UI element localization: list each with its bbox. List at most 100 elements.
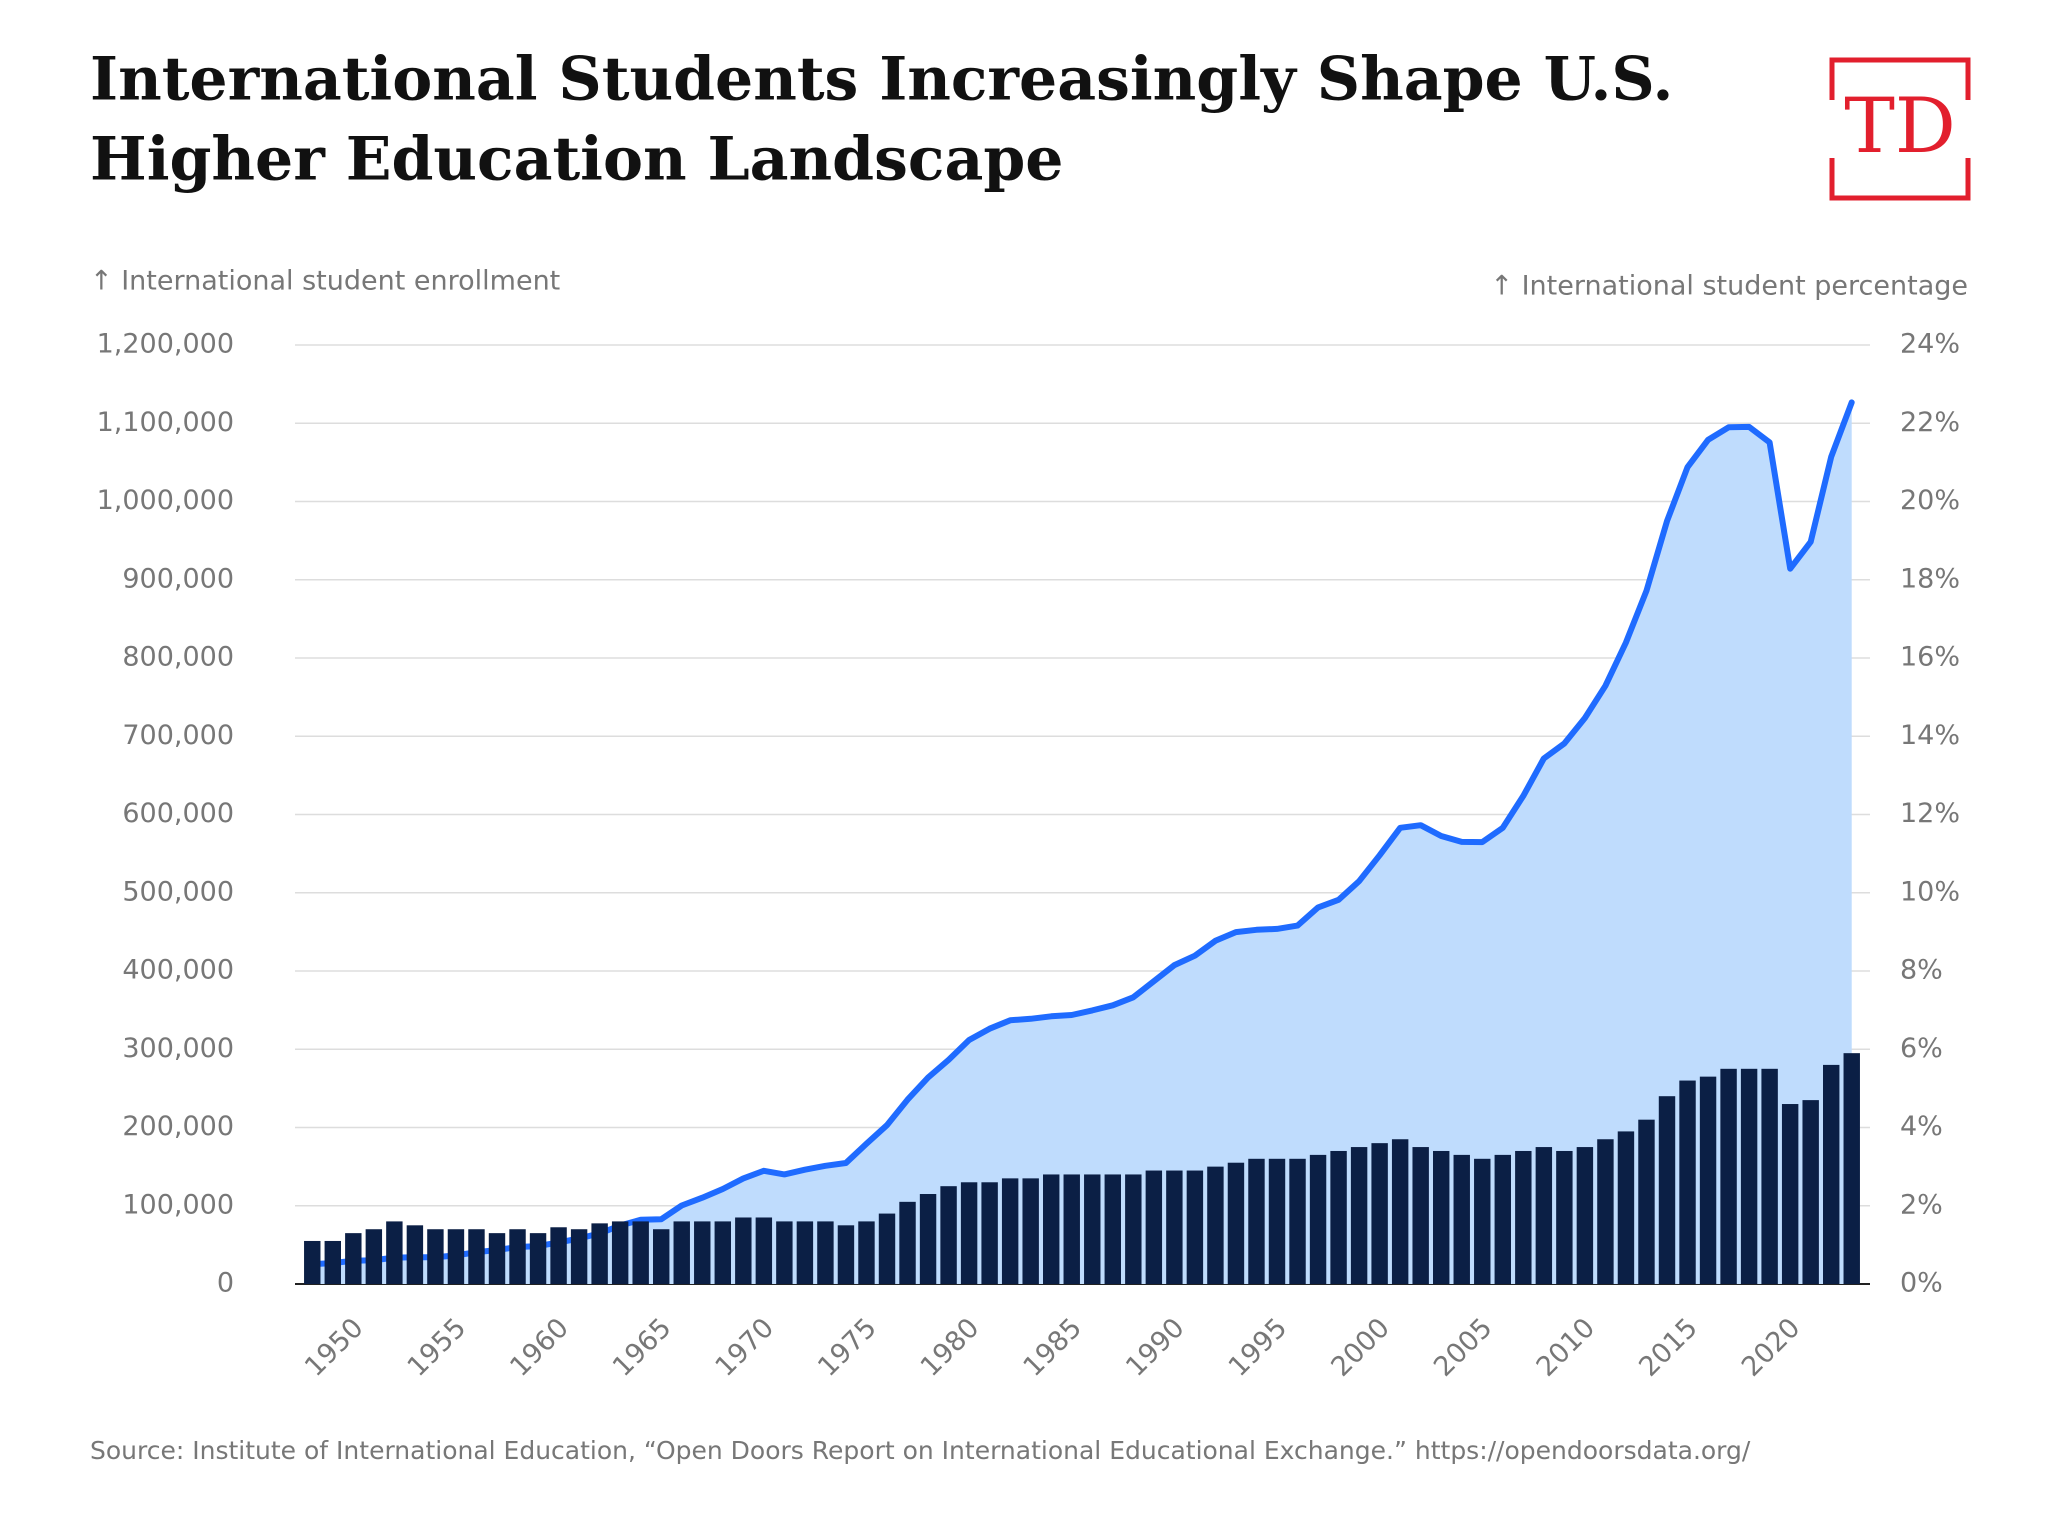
bar: [1145, 1170, 1163, 1284]
y2-tick-label: 0%: [1900, 1268, 1943, 1299]
y-axis-label: ↑ International student enrollment: [90, 266, 560, 297]
x-tick-label: 1970: [710, 1312, 781, 1383]
y2-tick-label: 24%: [1900, 329, 1960, 360]
chart-title: International Students Increasingly Shap…: [90, 45, 1673, 115]
bar: [1823, 1064, 1840, 1284]
bar: [1576, 1147, 1594, 1284]
y-tick-label: 200,000: [122, 1111, 234, 1142]
y-tick-label: 800,000: [122, 642, 234, 673]
bar: [509, 1229, 526, 1284]
bar: [858, 1221, 875, 1284]
y2-axis-label: ↑ International student percentage: [1490, 271, 1968, 302]
bar: [1063, 1174, 1080, 1284]
y-tick-label: 500,000: [122, 876, 234, 907]
x-tick-label: 2000: [1325, 1312, 1396, 1383]
x-tick-label: 1980: [915, 1312, 986, 1383]
bar: [1515, 1150, 1532, 1284]
logo-text: TD: [1844, 81, 1956, 170]
bar: [1391, 1139, 1409, 1284]
bar: [1309, 1154, 1327, 1284]
bar: [1556, 1150, 1573, 1284]
bar: [1104, 1174, 1121, 1284]
bar: [1699, 1076, 1717, 1284]
bar: [1022, 1178, 1039, 1284]
source-note: Source: Institute of International Educa…: [90, 1436, 1751, 1465]
y2-tick-label: 6%: [1900, 1033, 1943, 1064]
bar: [1186, 1170, 1204, 1284]
y2-tick-label: 20%: [1900, 485, 1960, 516]
bar: [304, 1240, 321, 1284]
bar: [817, 1221, 834, 1284]
bar: [1597, 1139, 1614, 1284]
y2-tick-label: 18%: [1900, 563, 1960, 594]
x-tick-label: 1965: [607, 1312, 678, 1383]
bar: [1412, 1147, 1429, 1284]
bar: [960, 1182, 978, 1284]
bar: [406, 1225, 424, 1284]
bar: [1679, 1080, 1696, 1284]
y-tick-label: 100,000: [122, 1189, 234, 1220]
bar: [919, 1194, 937, 1284]
x-tick-label: 2005: [1428, 1312, 1499, 1383]
bar: [468, 1229, 485, 1284]
y-tick-label: 1,100,000: [97, 407, 234, 438]
chart-title: Higher Education Landscape: [90, 125, 1063, 195]
y-tick-label: 1,200,000: [97, 329, 234, 360]
x-tick-label: 1975: [812, 1312, 883, 1383]
bar: [611, 1221, 629, 1284]
bar: [570, 1229, 588, 1284]
y2-tick-label: 10%: [1900, 876, 1960, 907]
y2-tick-label: 16%: [1900, 642, 1960, 673]
bar: [345, 1233, 362, 1284]
bar: [1843, 1053, 1860, 1284]
bar: [386, 1221, 403, 1284]
bar: [324, 1240, 341, 1284]
y-tick-label: 600,000: [122, 798, 234, 829]
y-tick-label: 400,000: [122, 955, 234, 986]
bar: [694, 1221, 711, 1284]
y-tick-label: 1,000,000: [97, 485, 234, 516]
bar: [1330, 1150, 1347, 1284]
x-tick-label: 1995: [1223, 1312, 1294, 1383]
x-tick-label: 2020: [1736, 1312, 1807, 1383]
bar: [755, 1217, 773, 1284]
x-tick-label: 2015: [1633, 1312, 1704, 1383]
bar: [1433, 1150, 1450, 1284]
bar: [899, 1201, 916, 1284]
bar: [653, 1229, 670, 1284]
bar: [1740, 1068, 1758, 1284]
bar: [1453, 1154, 1470, 1284]
bar: [632, 1221, 649, 1284]
y-tick-label: 700,000: [122, 720, 234, 751]
bar: [1638, 1119, 1655, 1284]
bar: [1268, 1158, 1286, 1284]
bar: [673, 1221, 690, 1284]
bar: [488, 1233, 506, 1284]
x-tick-label: 1985: [1017, 1312, 1088, 1383]
bar: [1125, 1174, 1142, 1284]
y-tick-label: 900,000: [122, 563, 234, 594]
x-tick-label: 2010: [1531, 1312, 1602, 1383]
logo-frame: [1829, 57, 1971, 201]
x-tick-label: 1955: [402, 1312, 473, 1383]
y2-tick-label: 22%: [1900, 407, 1960, 438]
y2-tick-label: 8%: [1900, 955, 1943, 986]
y2-tick-label: 2%: [1900, 1189, 1943, 1220]
area: [312, 402, 1852, 1284]
bar: [1043, 1174, 1060, 1284]
bar: [1350, 1147, 1368, 1284]
bar: [796, 1221, 814, 1284]
bar: [1371, 1143, 1388, 1284]
y2-tick-label: 4%: [1900, 1111, 1943, 1142]
bar: [1084, 1174, 1101, 1284]
bar: [1474, 1158, 1491, 1284]
bar: [1166, 1170, 1183, 1284]
bar: [981, 1182, 998, 1284]
bar: [1761, 1068, 1778, 1284]
y-tick-label: 300,000: [122, 1033, 234, 1064]
bar: [1535, 1147, 1553, 1284]
y-tick-label: 0: [217, 1268, 234, 1299]
x-tick-label: 1950: [299, 1312, 370, 1383]
bar: [1494, 1154, 1511, 1284]
bar: [1658, 1096, 1676, 1284]
